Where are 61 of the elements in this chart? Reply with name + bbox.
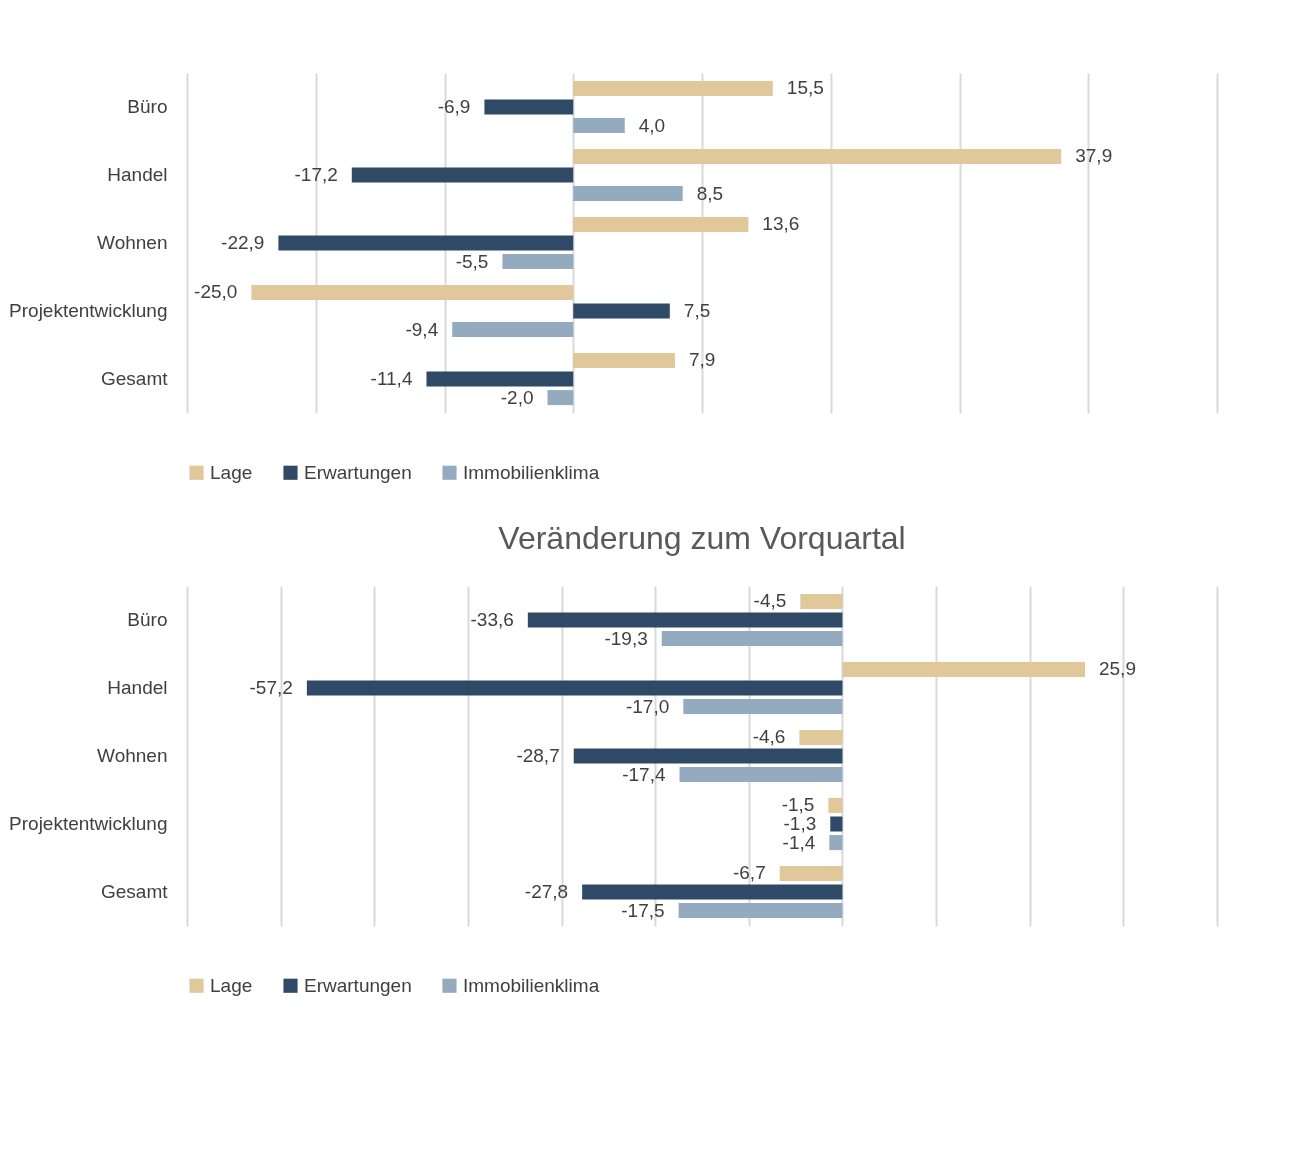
bar (573, 303, 670, 319)
data-label: -17,4 (622, 763, 666, 785)
data-label: -27,8 (524, 881, 569, 902)
y-tick-label: Projektentwicklung (9, 300, 168, 321)
bar (573, 352, 675, 368)
data-label: -57,2 (249, 677, 293, 698)
data-label: 13,6 (762, 213, 800, 235)
data-label: -17,2 (294, 164, 338, 185)
data-label: -22,9 (221, 232, 265, 253)
data-label: -4,6 (752, 726, 786, 748)
bar (484, 99, 574, 115)
bar (452, 322, 574, 338)
data-label: -19,3 (604, 627, 648, 649)
legend-label: Erwartungen (304, 974, 412, 996)
bar (573, 118, 625, 134)
data-label: -9,4 (405, 318, 439, 340)
data-label: -25,0 (194, 281, 238, 303)
data-label: -33,6 (470, 609, 514, 630)
data-label: -6,9 (437, 96, 471, 117)
y-tick-label: Handel (107, 164, 168, 185)
bar (573, 216, 749, 232)
y-tick-label: Wohnen (97, 745, 168, 766)
y-tick-label: Gesamt (100, 881, 169, 902)
data-label: -1,5 (781, 794, 815, 816)
legend-label: Lage (210, 974, 253, 996)
data-label: 37,9 (1075, 145, 1113, 167)
data-label: -1,3 (783, 813, 817, 834)
data-label: -5,5 (455, 250, 489, 272)
data-label: 7,9 (688, 349, 716, 371)
data-label: 4,0 (638, 114, 666, 136)
y-tick-label: Projektentwicklung (9, 813, 168, 834)
bar (502, 254, 574, 270)
bar (573, 186, 683, 202)
bar (251, 284, 574, 300)
bar (573, 148, 1062, 164)
y-tick-label: Büro (127, 609, 168, 630)
data-label: -4,5 (753, 590, 787, 612)
y-tick-label: Gesamt (100, 368, 169, 389)
data-label: -2,0 (500, 386, 534, 408)
data-label: 8,5 (696, 182, 724, 204)
data-label: 7,5 (683, 300, 711, 321)
data-label: 15,5 (786, 77, 824, 99)
y-tick-label: Büro (127, 96, 168, 117)
legend-label: Erwartungen (304, 461, 412, 483)
bar (278, 235, 574, 251)
data-label: -17,5 (621, 899, 665, 921)
bar (547, 390, 574, 406)
legend-label: Lage (210, 461, 253, 483)
legend-label: Immobilienklima (463, 461, 600, 483)
chart-title: Veränderung zum Vorquartal (498, 520, 906, 556)
data-label: -17,0 (625, 695, 670, 717)
data-label: -6,7 (732, 862, 766, 884)
bar (573, 80, 773, 96)
bar (351, 167, 574, 183)
legend-label: Immobilienklima (463, 974, 600, 996)
y-tick-label: Wohnen (97, 232, 168, 253)
data-label: -28,7 (516, 745, 560, 766)
bar (426, 371, 574, 387)
data-label: -11,4 (370, 368, 413, 389)
y-tick-label: Handel (107, 677, 168, 698)
data-label: 25,9 (1098, 658, 1136, 680)
